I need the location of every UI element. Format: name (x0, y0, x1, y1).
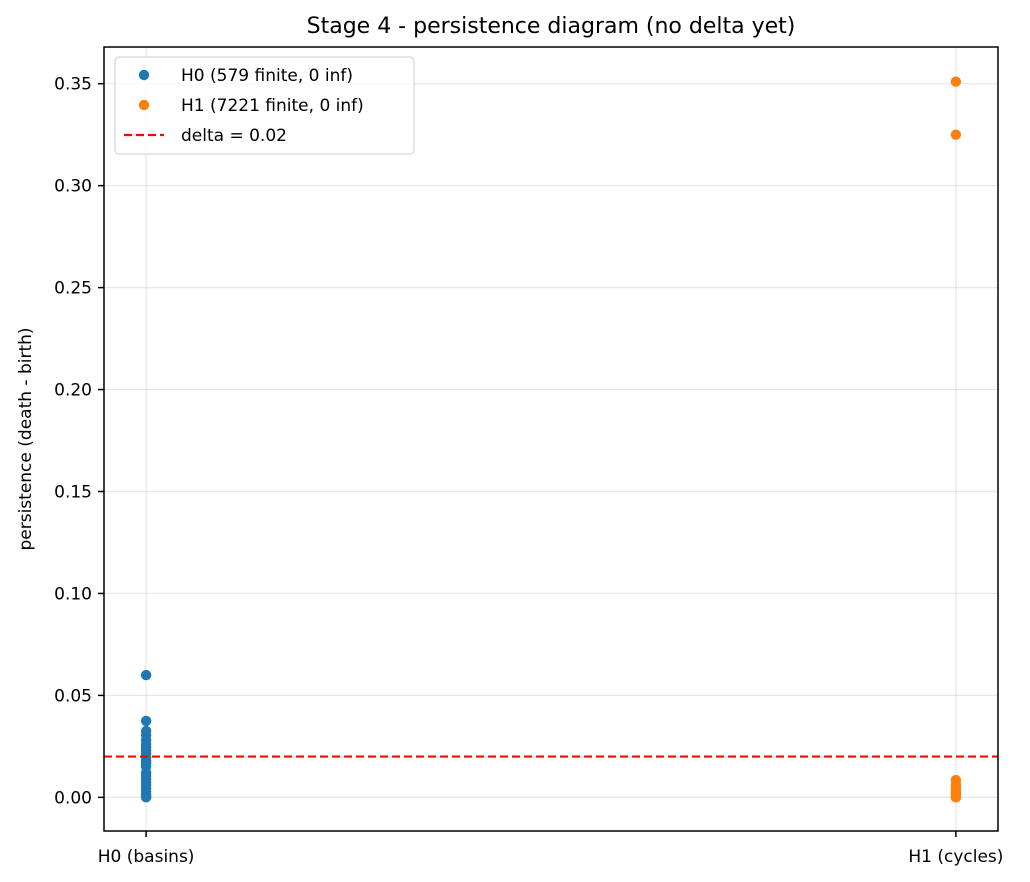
h1-point (950, 129, 962, 140)
x-tick-label: H1 (cycles) (908, 847, 1003, 867)
y-tick-label: 0.00 (54, 788, 92, 808)
legend-label-delta: delta = 0.02 (181, 126, 287, 146)
x-tick-label: H0 (basins) (98, 847, 195, 867)
legend-marker-h1 (138, 99, 150, 111)
chart-title: Stage 4 - persistence diagram (no delta … (307, 14, 796, 39)
h1-point (950, 76, 962, 87)
h0-point (140, 669, 152, 681)
y-tick-label: 0.25 (54, 279, 92, 299)
axis-ticks: 0.00 0.05 0.10 0.15 0.20 0.25 0.30 0.35 H0 (basi… (54, 75, 1003, 867)
h0-point (140, 792, 152, 803)
legend-label-h0: H0 (579 finite, 0 inf) (181, 66, 353, 86)
legend-marker-h0 (138, 69, 150, 81)
y-tick-label: 0.35 (54, 75, 92, 95)
y-axis-label: persistence (death - birth) (16, 327, 36, 550)
legend-box (114, 56, 415, 155)
y-tick-label: 0.30 (54, 177, 92, 197)
grid-lines (104, 47, 998, 831)
axes-frame (103, 46, 999, 832)
y-tick-label: 0.05 (54, 686, 92, 706)
y-tick-label: 0.15 (54, 483, 92, 503)
y-tick-label: 0.20 (54, 381, 92, 401)
data-marks (104, 76, 998, 803)
legend-label-h1: H1 (7221 finite, 0 inf) (181, 96, 364, 116)
y-tick-label: 0.10 (54, 584, 92, 604)
legend: H0 (579 finite, 0 inf) H1 (7221 finite, … (114, 56, 415, 155)
h1-point (950, 792, 962, 803)
h0-point (140, 715, 152, 727)
